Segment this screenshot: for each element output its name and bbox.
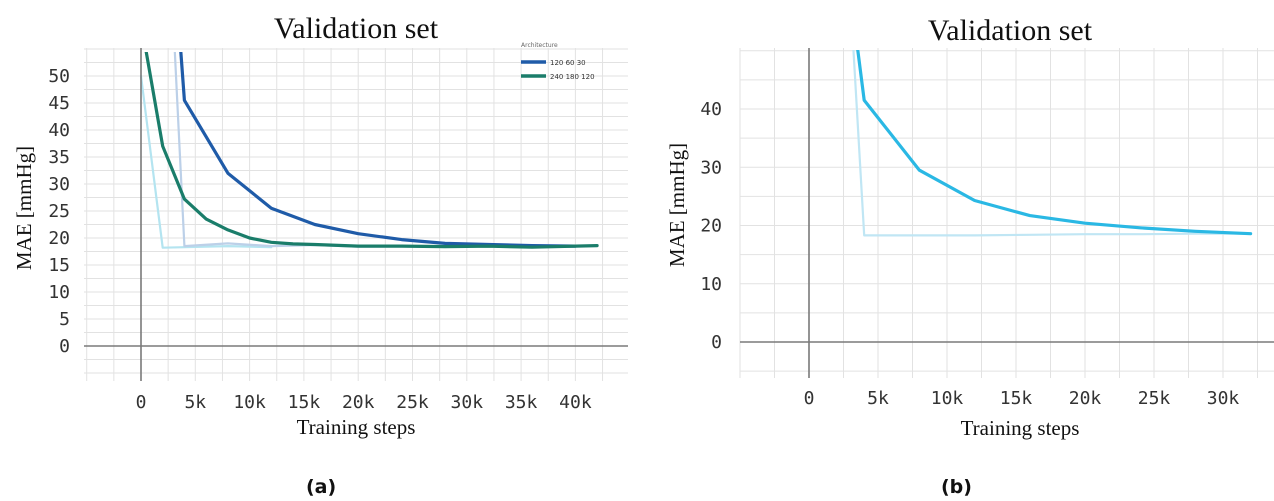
plot-area-a xyxy=(84,48,628,381)
y-tick-label: 10 xyxy=(700,274,722,295)
y-tick-label: 15 xyxy=(48,255,70,276)
series-line-main-0 xyxy=(856,50,1253,236)
x-tick-label: 30k xyxy=(451,392,484,413)
y-tick-label: 20 xyxy=(48,228,70,249)
y-tick-label: 20 xyxy=(700,216,722,237)
legend-entry-120-60-30: 120 60 30 xyxy=(550,59,586,67)
y-tick-label: 30 xyxy=(48,174,70,195)
x-tick-label: 25k xyxy=(396,392,429,413)
y-tick-label: 0 xyxy=(59,336,70,357)
x-tick-label: 30k xyxy=(1207,388,1240,409)
y-tick-label: 45 xyxy=(48,93,70,114)
x-tick-label: 40k xyxy=(559,392,592,413)
y-axis-label-a: MAE [mmHg] xyxy=(12,146,36,270)
series-group-a xyxy=(139,52,599,249)
x-tick-label: 20k xyxy=(342,392,375,413)
x-tick-label: 15k xyxy=(288,392,321,413)
x-axis-label-b: Training steps xyxy=(961,416,1080,440)
legend-entry-240-180-120: 240 180 120 xyxy=(550,73,595,81)
x-tick-label: 15k xyxy=(1000,388,1033,409)
x-tick-label: 0 xyxy=(804,388,815,409)
y-tick-label: 35 xyxy=(48,147,70,168)
chart-title-b: Validation set xyxy=(928,14,1093,47)
y-tick-label: 40 xyxy=(700,99,722,120)
y-tick-label: 5 xyxy=(59,309,70,330)
subfigure-label-a: (a) xyxy=(306,476,337,498)
x-tick-label: 20k xyxy=(1069,388,1102,409)
legend-title: Architecture xyxy=(521,42,558,49)
series-group-b xyxy=(852,50,1253,237)
series-line-240-180-120 xyxy=(144,52,599,249)
plot-area-b xyxy=(740,48,1274,378)
x-tick-label: 0 xyxy=(136,392,147,413)
chart-title-a: Validation set xyxy=(274,12,439,45)
subfigure-label-b: (b) xyxy=(941,476,972,498)
legend-a: Architecture 120 60 30 240 180 120 xyxy=(521,42,595,81)
chart-panel-a: 0 5k 10k 15k 20k 25k 30k 35k 40k 0 5 10 15 20 25 30 35 40… xyxy=(12,12,628,439)
x-axis-label-a: Training steps xyxy=(297,415,416,439)
x-tick-label: 25k xyxy=(1138,388,1171,409)
x-tick-label: 35k xyxy=(505,392,538,413)
y-tick-label: 40 xyxy=(48,120,70,141)
axes-b xyxy=(740,48,1274,378)
x-tick-label: 10k xyxy=(233,392,266,413)
axes-a xyxy=(84,48,628,381)
tick-labels-b: 0 5k 10k 15k 20k 25k 30k 0 10 20 30 40 xyxy=(700,99,1239,409)
tick-labels-a: 0 5k 10k 15k 20k 25k 30k 35k 40k 0 5 10 15 20 25 30 35 40… xyxy=(48,66,592,413)
chart-panel-b: 0 5k 10k 15k 20k 25k 30k 0 10 20 30 40 Validation s… xyxy=(665,14,1274,440)
y-tick-label: 50 xyxy=(48,66,70,87)
y-axis-label-b: MAE [mmHg] xyxy=(665,143,689,267)
y-tick-label: 10 xyxy=(48,282,70,303)
x-tick-label: 5k xyxy=(867,388,889,409)
y-tick-label: 25 xyxy=(48,201,70,222)
y-tick-label: 0 xyxy=(711,332,722,353)
x-tick-label: 5k xyxy=(184,392,206,413)
grid-b xyxy=(739,48,1274,378)
x-tick-label: 10k xyxy=(931,388,964,409)
y-tick-label: 30 xyxy=(700,157,722,178)
series-line-faded-1 xyxy=(852,50,1252,237)
